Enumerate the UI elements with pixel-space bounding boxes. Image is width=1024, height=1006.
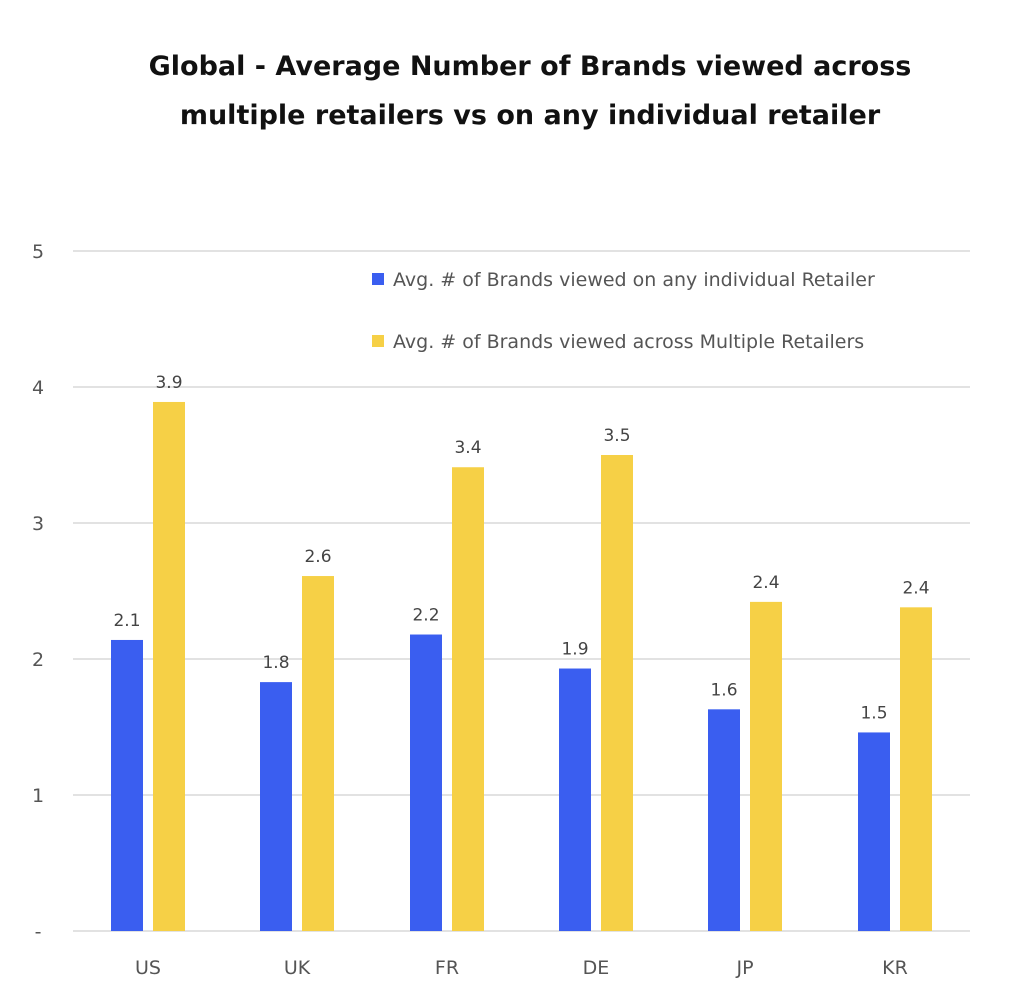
bar-de-series-1	[559, 668, 591, 931]
chart-title: Global - Average Number of Brands viewed…	[60, 42, 1000, 140]
y-tick-label: -	[35, 921, 42, 943]
legend-swatch	[372, 335, 384, 347]
y-tick-label: 4	[32, 377, 44, 399]
legend-swatch	[372, 273, 384, 285]
data-label: 2.1	[113, 611, 140, 631]
bar-us-series-2	[153, 401, 185, 932]
x-tick-label: FR	[435, 957, 459, 979]
bar-kr-series-2	[900, 607, 932, 931]
legend-entry: Avg. # of Brands viewed across Multiple …	[393, 331, 864, 353]
data-label: 1.6	[710, 680, 737, 700]
data-label: 1.5	[860, 703, 887, 723]
bar-kr-series-1	[858, 732, 890, 931]
data-label: 2.4	[902, 578, 929, 598]
x-tick-label: DE	[583, 957, 610, 979]
x-tick-label: JP	[735, 957, 753, 979]
x-tick-label: US	[135, 957, 161, 979]
bar-us-series-1	[111, 639, 143, 931]
bar-fr-series-2	[452, 467, 484, 931]
y-tick-label: 1	[32, 785, 44, 807]
bar-jp-series-2	[750, 601, 782, 931]
bar-fr-series-1	[410, 634, 442, 931]
data-label: 1.9	[561, 640, 588, 660]
bar-jp-series-1	[708, 709, 740, 931]
data-label: 2.6	[304, 547, 331, 567]
legend-entry: Avg. # of Brands viewed on any individua…	[393, 269, 875, 291]
y-tick-label: 3	[32, 513, 44, 535]
data-label: 3.5	[603, 426, 630, 446]
x-tick-label: KR	[882, 957, 908, 979]
bar-de-series-2	[601, 455, 633, 931]
data-label: 2.2	[412, 606, 439, 626]
x-tick-label: UK	[284, 957, 311, 979]
title-line-2: multiple retailers vs on any individual …	[179, 100, 881, 131]
y-tick-label: 2	[32, 649, 44, 671]
title-line-1: Global - Average Number of Brands viewed…	[148, 51, 912, 82]
y-tick-label: 5	[32, 241, 44, 263]
data-label: 3.9	[155, 373, 182, 393]
data-label: 3.4	[454, 438, 481, 458]
data-label: 2.4	[752, 573, 779, 593]
data-label: 1.8	[262, 653, 289, 673]
bar-uk-series-2	[302, 576, 334, 931]
bar-uk-series-1	[260, 682, 292, 931]
